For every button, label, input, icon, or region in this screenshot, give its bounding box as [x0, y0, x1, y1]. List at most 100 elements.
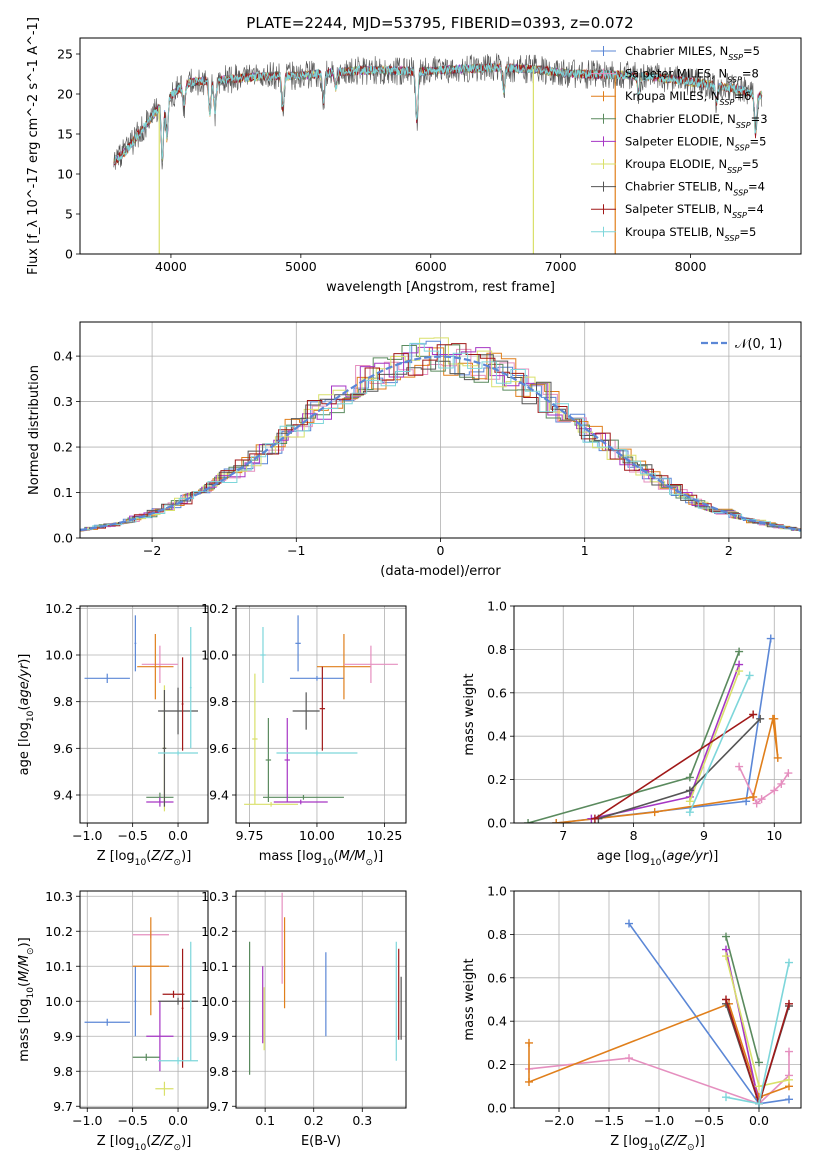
errorbar-chabrier_elodie	[132, 1053, 160, 1061]
weight-line-kroupa_miles	[556, 718, 779, 823]
y-tick-label: 10.3	[201, 889, 229, 904]
axes-frame	[79, 321, 802, 539]
x-tick-label: −0.5	[694, 1113, 724, 1128]
y-tick-label: 9.8	[209, 694, 229, 709]
y-axis-label: Flux [f_λ 10^-17 erg cm^-2 s^-1 A^-1]	[26, 17, 41, 275]
y-tick-label: 0.8	[487, 642, 507, 657]
axes-frame	[235, 890, 407, 1109]
errorbar-kroupa_stelib	[189, 941, 192, 1061]
y-tick-label: 0.0	[53, 531, 73, 546]
weight-line-kroupa_elodie	[689, 670, 740, 802]
weight-point-kroupa_stelib	[685, 808, 694, 817]
y-tick-label: 9.7	[53, 1099, 73, 1114]
weight-point-salpeter_stelib	[722, 995, 730, 1004]
weight-point-chabrier_elodie	[722, 932, 730, 941]
x-tick-label: 0.3	[352, 1113, 372, 1128]
y-tick-label: 9.4	[209, 788, 229, 803]
y-tick-label: 9.6	[209, 741, 229, 756]
errorbar-kroupa_elodie	[155, 1081, 174, 1096]
weight-point-chabrier_miles	[785, 1095, 793, 1104]
errorbar-salpeter_elodie	[273, 799, 328, 805]
weight-point-kroupa_elodie	[685, 797, 694, 806]
y-tick-label: 9.7	[209, 1099, 229, 1114]
x-tick-label: 2	[725, 543, 733, 558]
age-weight-panel: 7 8 9 10 0.0 0.2 0.4 0.6 0.8 1.0 age [log10(age/yr…	[462, 599, 802, 868]
y-tick-label: 1.0	[487, 599, 507, 614]
legend-label-gaussian: 𝒩(0, 1)	[735, 337, 782, 352]
y-tick-label: 0.0	[487, 816, 507, 831]
x-tick-label: 7	[559, 828, 567, 843]
errorbar-chabrier_miles	[84, 673, 130, 683]
axes-frame	[79, 605, 209, 824]
axes-frame	[79, 890, 209, 1109]
errorbar-chabrier_miles	[84, 1018, 130, 1026]
weight-point-kroupa_miles	[525, 1077, 533, 1086]
y-tick-label: 10.0	[45, 994, 73, 1009]
y-tick-label: 0.3	[53, 394, 73, 409]
x-tick-label: 9	[700, 828, 708, 843]
ebv-mass-panel: 0.1 0.2 0.3 9.7 9.8 9.9 10.0 10.1 10.2 10.3 E(B-V)	[201, 889, 407, 1149]
x-tick-label: −0.5	[117, 828, 147, 843]
legend-label-kroupa_elodie: Kroupa ELODIE, NSSP=5	[625, 157, 759, 175]
mass-age-panel: 9.75 10.00 10.25 9.4 9.6 9.8 10.0 10.2 mass [log…	[201, 601, 407, 868]
errorbar-salpeter_stelib	[319, 666, 326, 751]
weight-point-kroupa_miles	[749, 792, 758, 801]
y-tick-label: 20	[57, 87, 73, 102]
x-tick-label: 0.0	[168, 828, 188, 843]
errorbar-salpeter_elodie	[146, 1001, 174, 1072]
weight-point-chabrier_elodie	[685, 773, 694, 782]
x-tick-label: 0.0	[749, 1113, 769, 1128]
y-tick-label: 9.9	[209, 1029, 229, 1044]
legend-label-kroupa_miles: Kroupa MILES, NSSP=6	[625, 89, 751, 107]
x-axis-label: wavelength [Angstrom, rest frame]	[326, 280, 555, 295]
weight-point-salpeter_miles	[757, 795, 766, 804]
errorbar-salpeter_miles	[141, 645, 179, 683]
spectrum-line-kroupa_stelib	[113, 62, 763, 164]
errorbar-salpeter_elodie	[284, 718, 290, 802]
y-axis-label: Normed distribution	[27, 365, 42, 495]
x-axis-label: Z [log10(Z/Z⊙)]	[610, 1134, 705, 1153]
y-tick-label: 10.0	[45, 648, 73, 663]
errorbar-chabrier_stelib	[292, 692, 320, 730]
histogram-kroupa_stelib	[80, 342, 801, 532]
weight-point-kroupa_miles	[650, 808, 659, 817]
weight-point-kroupa_stelib	[722, 1093, 730, 1102]
weight-line-kroupa_stelib	[689, 675, 751, 813]
x-tick-label: −2.0	[544, 1113, 574, 1128]
x-tick-label: −1.5	[594, 1113, 624, 1128]
y-axis-label: mass weight	[462, 958, 477, 1040]
y-tick-label: 0.0	[487, 1101, 507, 1116]
legend-label-kroupa_stelib: Kroupa STELIB, NSSP=5	[625, 225, 756, 243]
x-tick-label: −1.0	[72, 828, 102, 843]
x-axis-label: Z [log10(Z/Z⊙)]	[97, 849, 192, 868]
errorbar-chabrier_miles	[134, 966, 137, 1037]
axes-frame	[79, 37, 802, 255]
weight-point-chabrier_miles	[766, 634, 775, 643]
weight-point-kroupa_miles	[770, 714, 779, 723]
x-axis-label: E(B-V)	[301, 1134, 341, 1149]
x-tick-label: −0.5	[117, 1113, 147, 1128]
residuals-panel: −2 −1 0 1 2 0.0 0.1 0.2 0.3 0.4 (data-model)/error…	[27, 321, 802, 579]
y-tick-label: 5	[65, 207, 73, 222]
weight-point-salpeter_stelib	[590, 814, 599, 823]
legend-label-salpeter_miles: Salpeter MILES, NSSP=8	[625, 67, 759, 85]
weight-point-kroupa_elodie	[722, 952, 730, 961]
weight-point-salpeter_miles	[770, 786, 779, 795]
errorbar-salpeter_miles	[343, 645, 398, 683]
x-tick-label: −1	[287, 543, 305, 558]
errorbar-kroupa_miles	[137, 634, 174, 700]
y-axis-label: age [log10(age/yr)]	[17, 654, 36, 776]
metallicity-weight-panel: −2.0 −1.5 −1.0 −0.5 0.0 0.0 0.2 0.4 0.6 0.8 1.0 Z […	[462, 884, 802, 1153]
errorbar-chabrier_miles	[295, 615, 301, 672]
weight-point-chabrier_elodie	[524, 819, 533, 823]
y-tick-label: 25	[57, 47, 73, 62]
axes-frame	[513, 605, 802, 824]
weight-point-chabrier_elodie	[755, 1058, 763, 1067]
x-tick-label: 4000	[155, 259, 187, 274]
legend-label-chabrier_stelib: Chabrier STELIB, NSSP=4	[625, 180, 765, 198]
y-tick-label: 0.8	[487, 927, 507, 942]
y-tick-label: 10.2	[45, 601, 73, 616]
errorbar-salpeter_stelib	[181, 948, 184, 1068]
weight-point-kroupa_stelib	[745, 671, 754, 680]
